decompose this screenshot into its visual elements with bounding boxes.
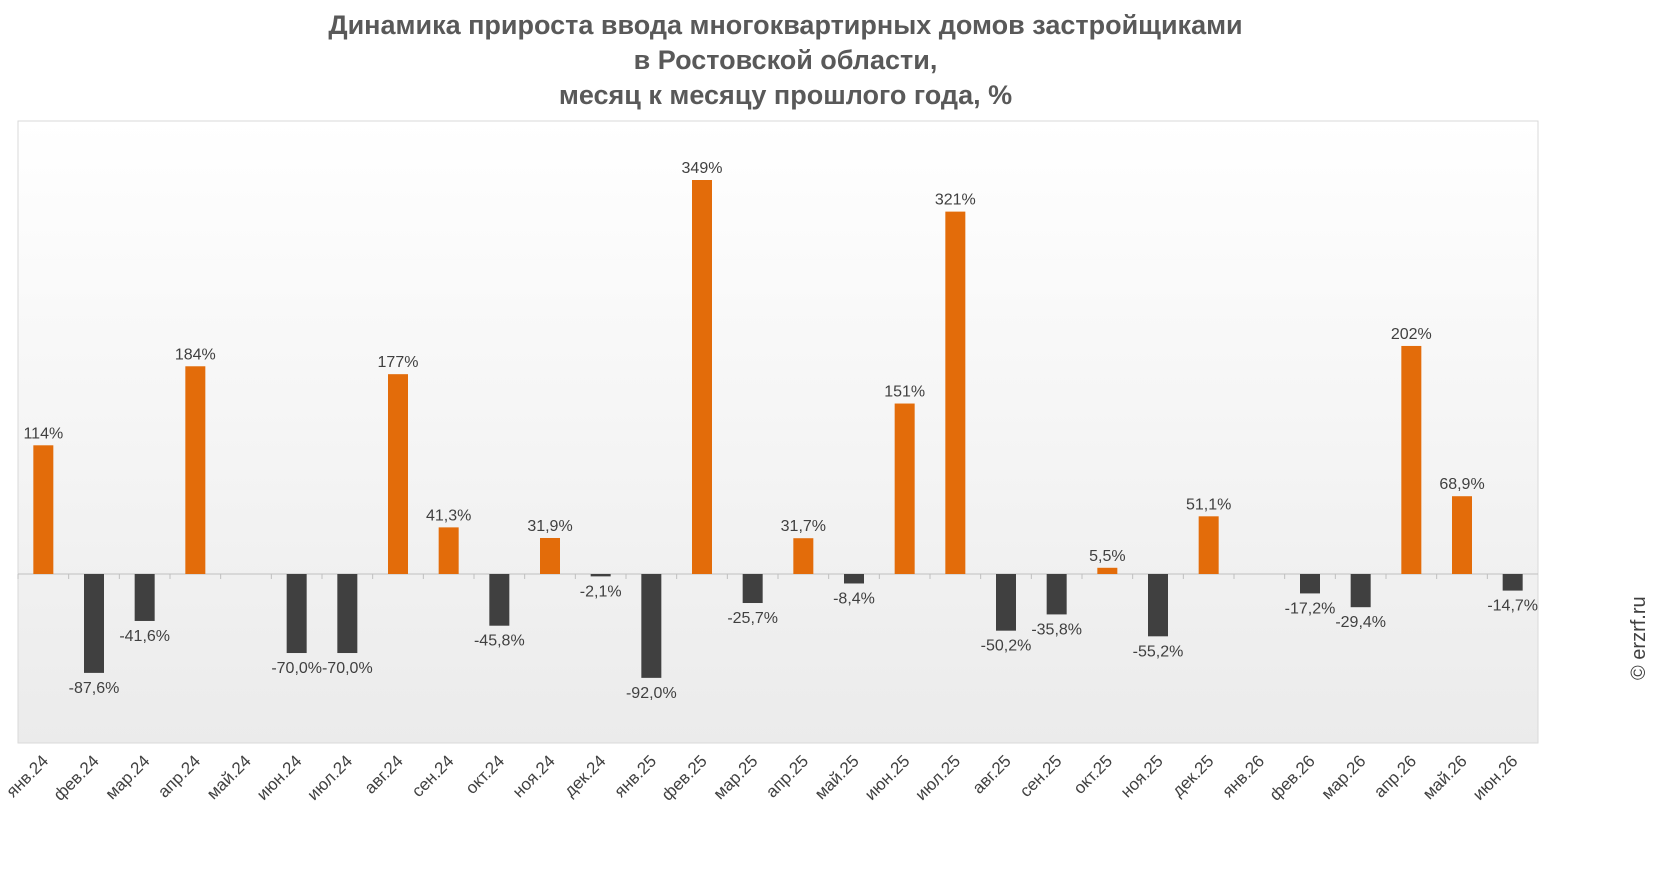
bar (438, 527, 459, 574)
x-tick-label: окт.24 (462, 751, 508, 797)
bar (1502, 574, 1523, 591)
x-tick-label: июл.25 (912, 751, 965, 804)
bar (742, 574, 763, 604)
x-tick-label: май.26 (1419, 751, 1471, 803)
data-label: 202% (1391, 326, 1432, 343)
x-tick-label: окт.25 (1070, 751, 1116, 797)
data-label: -25,7% (727, 610, 778, 627)
bar (641, 574, 662, 678)
chart-title-line-1: Динамика прироста ввода многоквартирных … (328, 10, 1243, 40)
data-label: 184% (175, 346, 216, 363)
data-label: 349% (682, 160, 723, 177)
chart-title-line-3: месяц к месяцу прошлого года, % (558, 80, 1013, 110)
bar (540, 537, 560, 574)
x-tick-label: мар.25 (710, 751, 762, 803)
chart-title: Динамика прироста ввода многоквартирных … (0, 8, 1571, 113)
bar (1097, 567, 1118, 574)
x-tick-label: апр.25 (762, 751, 812, 801)
bar (33, 445, 54, 574)
x-tick-label: ноя.24 (509, 751, 559, 801)
data-label: 31,7% (781, 518, 826, 535)
x-tick-label: янв.26 (1218, 751, 1268, 801)
x-tick-label: ноя.25 (1117, 751, 1167, 801)
data-label: -45,8% (474, 633, 525, 650)
data-label: -41,6% (119, 628, 170, 645)
data-label: 151% (884, 384, 925, 401)
data-label: 5,5% (1089, 548, 1125, 565)
bar (134, 574, 155, 621)
data-label: -29,4% (1335, 614, 1386, 631)
x-tick-label: май.24 (203, 751, 255, 803)
x-tick-label: апр.26 (1370, 751, 1420, 801)
x-tick-label: июн.25 (861, 751, 914, 804)
x-tick-label: дек.24 (560, 751, 609, 800)
bar (1401, 345, 1422, 574)
x-tick-label: сен.25 (1016, 751, 1065, 800)
bar (996, 574, 1016, 631)
bar (1350, 574, 1371, 608)
data-label: -2,1% (580, 583, 622, 600)
x-tick-label: янв.25 (610, 751, 660, 801)
x-tick-label: июн.24 (253, 751, 306, 804)
x-tick-label: дек.25 (1168, 751, 1217, 800)
bar (1046, 574, 1067, 615)
bar (1300, 574, 1320, 594)
data-label: -50,2% (981, 638, 1032, 655)
x-tick-label: мар.26 (1318, 751, 1370, 803)
source-credit: © erzrf.ru (1628, 596, 1650, 680)
data-label: -70,0% (322, 660, 373, 677)
data-label: 177% (378, 354, 419, 371)
bar (337, 574, 358, 654)
bar (489, 574, 510, 626)
bar (945, 211, 966, 574)
bar (844, 574, 864, 584)
x-tick-label: фев.25 (658, 751, 711, 804)
bar (84, 574, 104, 673)
bar (793, 538, 814, 574)
x-tick-label: июл.24 (304, 751, 357, 804)
data-label: 321% (935, 192, 976, 209)
x-tick-label: апр.24 (154, 751, 204, 801)
data-label: -14,7% (1487, 598, 1538, 615)
x-tick-label: мар.24 (102, 751, 154, 803)
bar (286, 574, 307, 654)
bar (185, 366, 206, 574)
data-label: 31,9% (527, 518, 572, 535)
x-tick-label: фев.26 (1266, 751, 1319, 804)
x-tick-label: авг.25 (969, 751, 1015, 797)
x-tick-label: июн.26 (1469, 751, 1522, 804)
data-label: 41,3% (426, 507, 471, 524)
bar (388, 374, 408, 574)
x-tick-label: фев.24 (50, 751, 103, 804)
data-label: -55,2% (1133, 643, 1184, 660)
x-tick-label: авг.24 (361, 751, 407, 797)
data-label: 51,1% (1186, 496, 1231, 513)
data-label: -92,0% (626, 685, 677, 702)
data-label: -8,4% (833, 590, 875, 607)
bar (1452, 496, 1472, 574)
bar (692, 180, 712, 574)
bar (590, 574, 611, 577)
bar (1148, 574, 1168, 637)
data-label: -35,8% (1031, 621, 1082, 638)
plot-area (17, 120, 1539, 744)
data-label: -87,6% (69, 680, 120, 697)
data-label: -70,0% (271, 660, 322, 677)
bar (1198, 516, 1219, 574)
bar (894, 403, 915, 574)
chart-title-line-2: в Ростовской области, (633, 45, 938, 75)
x-tick-label: янв.24 (2, 751, 52, 801)
data-label: -17,2% (1285, 600, 1336, 617)
x-tick-label: май.25 (811, 751, 863, 803)
data-label: 68,9% (1439, 476, 1484, 493)
x-tick-label: сен.24 (408, 751, 457, 800)
data-label: 114% (23, 425, 63, 442)
